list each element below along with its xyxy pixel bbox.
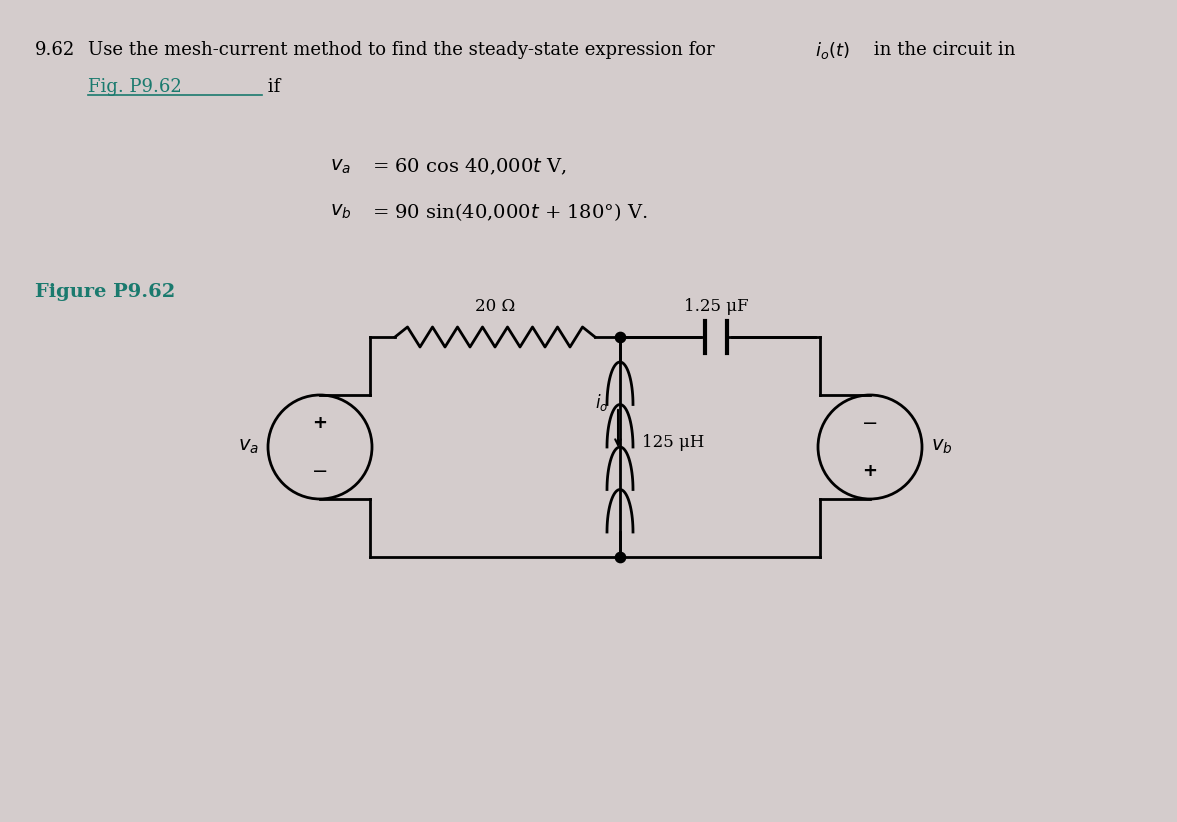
Text: = 90 sin(40,000$t$ + 180°) V.: = 90 sin(40,000$t$ + 180°) V. xyxy=(372,201,647,223)
Point xyxy=(611,330,630,344)
Text: 125 μH: 125 μH xyxy=(641,433,704,450)
Text: −: − xyxy=(862,413,878,432)
Text: in the circuit in: in the circuit in xyxy=(867,41,1016,59)
Point xyxy=(611,551,630,564)
Text: −: − xyxy=(312,461,328,481)
Text: +: + xyxy=(863,462,878,480)
Text: 9.62: 9.62 xyxy=(35,41,75,59)
Text: $v_b$: $v_b$ xyxy=(330,203,352,221)
Text: = 60 cos 40,000$t$ V,: = 60 cos 40,000$t$ V, xyxy=(372,157,567,177)
Text: +: + xyxy=(313,414,327,432)
Text: $i_o$: $i_o$ xyxy=(594,391,609,413)
Text: Use the mesh-current method to find the steady-state expression for: Use the mesh-current method to find the … xyxy=(88,41,720,59)
Text: if: if xyxy=(262,78,280,96)
Text: $v_a$: $v_a$ xyxy=(238,438,259,456)
Text: Figure P9.62: Figure P9.62 xyxy=(35,283,175,301)
Text: $v_b$: $v_b$ xyxy=(931,438,952,456)
Text: Fig. P9.62: Fig. P9.62 xyxy=(88,78,181,96)
Text: 1.25 μF: 1.25 μF xyxy=(684,298,749,315)
Text: $i_o(t)$: $i_o(t)$ xyxy=(814,39,850,61)
Text: 20 Ω: 20 Ω xyxy=(474,298,516,315)
Text: $v_a$: $v_a$ xyxy=(330,158,351,176)
